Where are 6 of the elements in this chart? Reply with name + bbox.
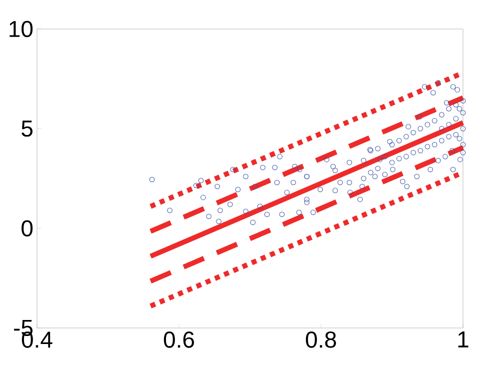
x-tick-label: 0.8 (306, 332, 336, 348)
x-tick-label: 0.6 (164, 332, 194, 348)
y-tick-label: 0 (22, 220, 33, 236)
x-tick-label: 1 (458, 332, 468, 348)
y-tick-label: 10 (10, 20, 33, 38)
y-tick-label: 5 (22, 120, 32, 137)
